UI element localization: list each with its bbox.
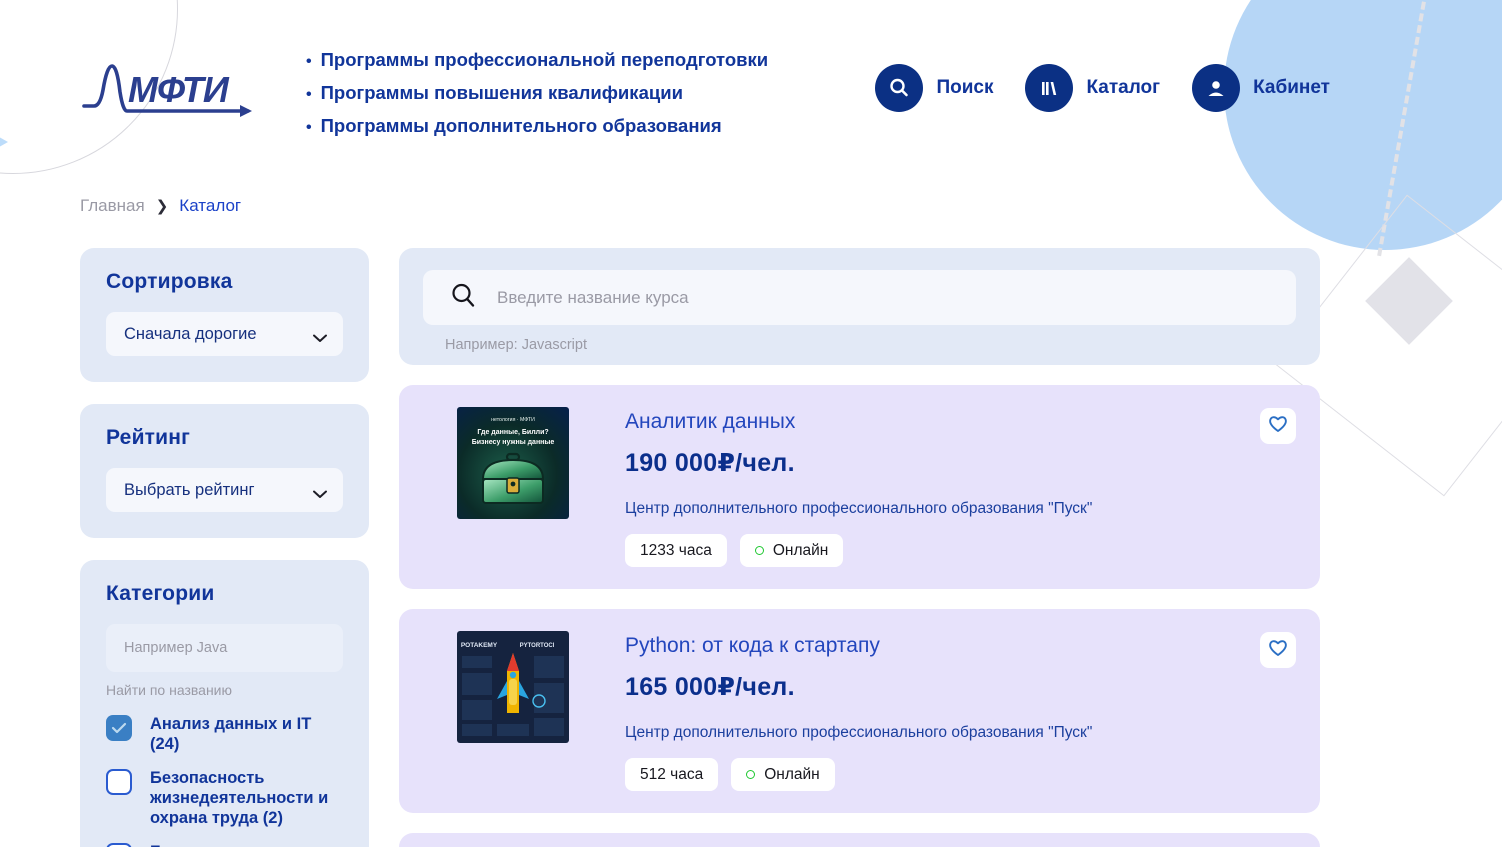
course-provider: Центр дополнительного профессионального … xyxy=(625,724,1093,741)
course-card-partial[interactable] xyxy=(399,833,1320,847)
course-provider: Центр дополнительного профессионального … xyxy=(625,500,1093,517)
course-card[interactable]: нетология · МФТИ Где данные, Билли? Бизн… xyxy=(399,385,1320,589)
category-item-label: Безопасность жизнедеятельности и охрана … xyxy=(150,769,329,827)
nav-item-catalog[interactable]: Каталог xyxy=(1025,64,1160,112)
course-price: 165 000₽/чел. xyxy=(625,673,795,701)
svg-text:МФТИ: МФТИ xyxy=(128,69,230,110)
bullet-icon: • xyxy=(306,119,312,136)
user-icon xyxy=(1192,64,1241,112)
nav-item-account[interactable]: Кабинет xyxy=(1192,64,1330,112)
categories-title: Категории xyxy=(106,582,215,605)
rating-select[interactable]: Выбрать рейтинг xyxy=(106,468,343,512)
category-item-label: Анализ данных и IT (24) xyxy=(150,715,312,753)
course-search-hint: Например: Javascript xyxy=(445,337,587,353)
library-icon xyxy=(1025,64,1074,112)
heart-icon xyxy=(1268,638,1288,662)
breadcrumb-current[interactable]: Каталог xyxy=(179,196,242,215)
nav-item-search[interactable]: Поиск xyxy=(875,64,993,112)
badge-format-label: Онлайн xyxy=(764,765,820,783)
course-thumbnail: POTAKEMY PYTORTOCI xyxy=(457,631,569,743)
checkbox-checked-icon[interactable] xyxy=(106,715,132,741)
bullet-icon: • xyxy=(306,86,312,103)
course-info: Python: от кода к стартапу 165 000₽/чел.… xyxy=(625,631,1092,791)
svg-text:нетология · МФТИ: нетология · МФТИ xyxy=(491,417,535,423)
promo-item-label: Программы дополнительного образования xyxy=(320,115,722,136)
promo-item: • Программы профессиональной переподгото… xyxy=(306,44,768,77)
category-item-analysis[interactable]: Анализ данных и IT (24) xyxy=(106,714,343,754)
chevron-down-icon xyxy=(313,486,327,498)
course-thumbnail: нетология · МФТИ Где данные, Билли? Бизн… xyxy=(457,407,569,519)
category-item-safety[interactable]: Безопасность жизнедеятельности и охрана … xyxy=(106,768,343,828)
sort-select-value: Сначала дорогие xyxy=(124,324,257,343)
search-panel: Введите название курса Например: Javascr… xyxy=(399,248,1320,365)
course-search-input[interactable]: Введите название курса xyxy=(423,270,1296,325)
mfti-logo[interactable]: МФТИ xyxy=(80,56,255,122)
svg-text:POTAKEMY: POTAKEMY xyxy=(461,642,498,649)
promo-item-label: Программы повышения квалификации xyxy=(320,82,683,103)
online-dot-icon xyxy=(746,770,756,779)
badge-format: Онлайн xyxy=(731,758,835,791)
svg-text:Где данные, Билли?: Где данные, Билли? xyxy=(477,429,548,436)
search-icon xyxy=(875,64,924,112)
badge-format: Онлайн xyxy=(739,534,844,567)
bullet-icon: • xyxy=(306,53,312,70)
course-price: 190 000₽/чел. xyxy=(625,449,795,477)
categories-card: Категории Например Java Найти по названи… xyxy=(80,560,369,847)
chevron-down-icon xyxy=(313,330,327,342)
course-title[interactable]: Аналитик данных xyxy=(625,410,796,433)
promo-item-label: Программы профессиональной переподготовк… xyxy=(320,49,769,70)
course-title[interactable]: Python: от кода к стартапу xyxy=(625,634,880,657)
site-header: МФТИ • Программы профессиональной перепо… xyxy=(0,0,1502,166)
checkbox-unchecked-icon[interactable] xyxy=(106,843,132,847)
rating-title: Рейтинг xyxy=(106,426,191,449)
category-search-input[interactable]: Например Java xyxy=(106,624,343,672)
filters-sidebar: Сортировка Сначала дорогие Рейтинг Выбра… xyxy=(80,248,369,847)
course-info: Аналитик данных 190 000₽/чел. Центр допо… xyxy=(625,407,1092,567)
sort-select[interactable]: Сначала дорогие xyxy=(106,312,343,356)
badge-hours: 512 часа xyxy=(625,758,719,791)
sort-card: Сортировка Сначала дорогие xyxy=(80,248,369,382)
category-search-hint: Найти по названию xyxy=(106,682,232,698)
online-dot-icon xyxy=(754,546,764,555)
svg-text:Бизнесу нужны данные: Бизнесу нужны данные xyxy=(472,439,555,446)
heart-icon xyxy=(1268,414,1288,438)
rating-card: Рейтинг Выбрать рейтинг xyxy=(80,404,369,538)
course-card[interactable]: POTAKEMY PYTORTOCI Python: от кода к ста… xyxy=(399,609,1320,813)
header-nav: Поиск Каталог xyxy=(875,64,1330,112)
breadcrumb-home[interactable]: Главная xyxy=(80,196,145,215)
sort-title: Сортировка xyxy=(106,270,233,293)
svg-text:PYTORTOCI: PYTORTOCI xyxy=(520,643,555,649)
badge-hours: 1233 часа xyxy=(625,534,727,567)
course-badges: 1233 часа Онлайн xyxy=(625,534,1092,567)
nav-item-account-label: Кабинет xyxy=(1253,77,1330,98)
promo-list: • Программы профессиональной переподгото… xyxy=(306,44,768,143)
rating-select-value: Выбрать рейтинг xyxy=(124,480,255,499)
promo-item: • Программы повышения квалификации xyxy=(306,77,768,110)
category-item-label: Бизнес и управление (8) xyxy=(150,842,343,847)
category-item-business[interactable]: Бизнес и управление (8) xyxy=(106,842,343,847)
results-column: Введите название курса Например: Javascr… xyxy=(399,248,1320,847)
course-search-placeholder: Введите название курса xyxy=(497,287,689,307)
course-badges: 512 часа Онлайн xyxy=(625,758,1092,791)
checkbox-unchecked-icon[interactable] xyxy=(106,769,132,795)
nav-item-search-label: Поиск xyxy=(936,77,994,98)
favorite-button[interactable] xyxy=(1260,632,1296,668)
chevron-right-icon: ❯ xyxy=(155,198,169,215)
badge-format-label: Онлайн xyxy=(772,541,829,559)
search-icon xyxy=(449,281,477,314)
promo-item: • Программы дополнительного образования xyxy=(306,110,768,143)
nav-item-catalog-label: Каталог xyxy=(1086,77,1161,98)
favorite-button[interactable] xyxy=(1260,408,1296,444)
breadcrumb: Главная ❯ Каталог xyxy=(80,196,241,216)
decorative-diamond xyxy=(1365,257,1453,345)
